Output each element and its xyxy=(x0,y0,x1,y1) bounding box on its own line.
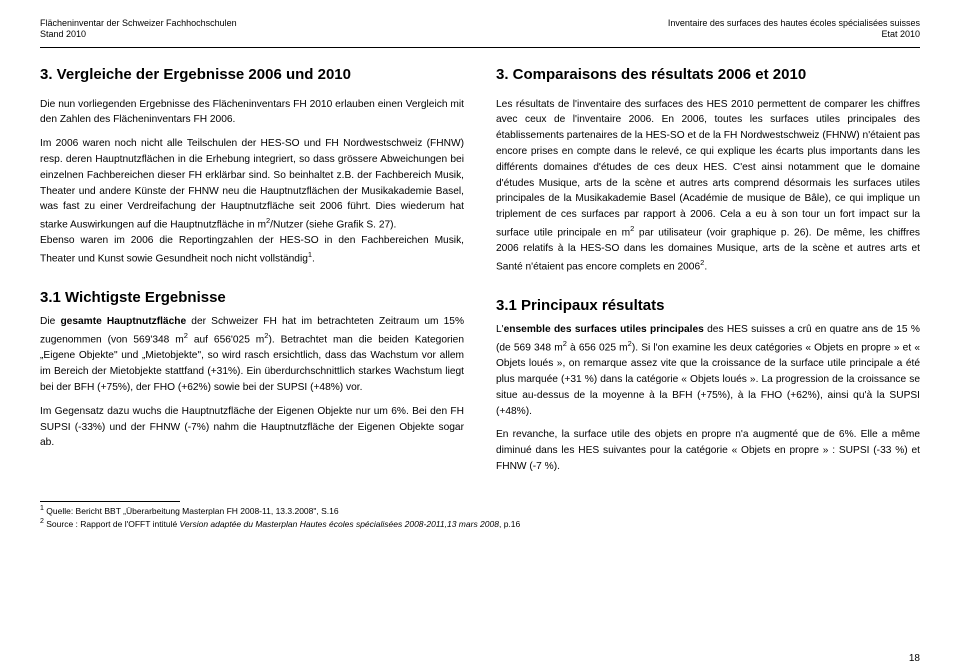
header-left-line2: Stand 2010 xyxy=(40,29,86,39)
text: /Nutzer (siehe Grafik S. 27). xyxy=(270,220,396,231)
right-heading-1: 3. Comparaisons des résultats 2006 et 20… xyxy=(496,66,920,83)
left-heading-2: 3.1 Wichtigste Ergebnisse xyxy=(40,289,464,306)
page: Flächeninventar der Schweizer Fachhochsc… xyxy=(0,0,960,670)
text: Die xyxy=(40,316,60,327)
text: Les résultats de l'inventaire des surfac… xyxy=(496,99,920,239)
column-right: 3. Comparaisons des résultats 2006 et 20… xyxy=(496,66,920,483)
left-paragraph-1a: Die nun vorliegenden Ergebnisse des Fläc… xyxy=(40,97,464,129)
header-rule xyxy=(40,47,920,48)
footnote-rule xyxy=(40,501,180,502)
footnotes: 1 Quelle: Bericht BBT „Überarbeitung Mas… xyxy=(40,504,920,531)
footnote-1: 1 Quelle: Bericht BBT „Überarbeitung Mas… xyxy=(40,504,920,517)
header-right: Inventaire des surfaces des hautes école… xyxy=(668,18,920,41)
right-paragraph-2: L'ensemble des surfaces utiles principal… xyxy=(496,322,920,419)
text: Im 2006 waren noch nicht alle Teilschule… xyxy=(40,138,464,230)
left-paragraph-2: Die gesamte Hauptnutzfläche der Schweize… xyxy=(40,314,464,395)
text: à 656 025 m xyxy=(567,342,628,353)
footnote-2-text-a: Source : Rapport de l'OFFT intitulé xyxy=(44,519,180,529)
content-columns: 3. Vergleiche der Ergebnisse 2006 und 20… xyxy=(40,66,920,483)
page-header: Flächeninventar der Schweizer Fachhochsc… xyxy=(40,18,920,41)
page-number: 18 xyxy=(909,653,920,664)
footnote-2-text-b: Version adaptée du Masterplan Hautes éco… xyxy=(180,519,499,529)
text: ). Si l'on examine les deux catégories «… xyxy=(496,342,920,416)
column-left: 3. Vergleiche der Ergebnisse 2006 und 20… xyxy=(40,66,464,483)
footnote-2-text-c: , p.16 xyxy=(499,519,520,529)
footnote-2: 2 Source : Rapport de l'OFFT intitulé Ve… xyxy=(40,517,920,530)
bold-text: ensemble des surfaces utiles principales xyxy=(504,324,704,335)
text: L' xyxy=(496,324,504,335)
left-paragraph-3: Im Gegensatz dazu wuchs die Hauptnutzflä… xyxy=(40,404,464,451)
header-left: Flächeninventar der Schweizer Fachhochsc… xyxy=(40,18,237,41)
left-paragraph-1b: Im 2006 waren noch nicht alle Teilschule… xyxy=(40,136,464,267)
bold-text: gesamte Hauptnutzfläche xyxy=(60,316,186,327)
footnote-1-text: Quelle: Bericht BBT „Überarbeitung Maste… xyxy=(44,506,339,516)
text: Ebenso waren im 2006 die Reportingzahlen… xyxy=(40,235,464,264)
right-heading-2: 3.1 Principaux résultats xyxy=(496,297,920,314)
left-heading-1: 3. Vergleiche der Ergebnisse 2006 und 20… xyxy=(40,66,464,83)
text: . xyxy=(312,254,315,265)
text: auf 656'025 m xyxy=(188,335,264,346)
header-left-line1: Flächeninventar der Schweizer Fachhochsc… xyxy=(40,18,237,28)
right-paragraph-1: Les résultats de l'inventaire des surfac… xyxy=(496,97,920,276)
header-right-line2: Etat 2010 xyxy=(881,29,920,39)
header-right-line1: Inventaire des surfaces des hautes école… xyxy=(668,18,920,28)
text: . xyxy=(704,261,707,272)
right-paragraph-3: En revanche, la surface utile des objets… xyxy=(496,427,920,474)
